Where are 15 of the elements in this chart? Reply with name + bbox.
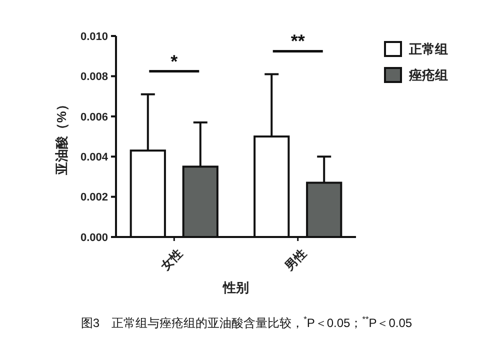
caption: 图3 正常组与痤疮组的亚油酸含量比较，$^{*}$P＜0.05；$^{**}$P＜0.05 [80,314,412,330]
y-tick-label: 0.008 [80,71,108,84]
x-tick-label: 男性 [281,246,309,274]
y-tick-label: 0.006 [80,111,108,124]
annotation: * [170,51,178,72]
x-tick-label: 女性 [158,246,186,274]
legend-label: 正常组 [408,42,448,57]
y-tick-label: 0.004 [80,151,109,164]
legend-label: 痤疮组 [408,68,448,83]
y-tick-label: 0.000 [80,232,108,244]
y-tick-label: 0.002 [80,192,108,204]
y-tick-label: 0.010 [80,30,108,43]
annotation: ** [290,31,305,52]
y-axis-title: 亚油酸（%） [54,98,69,176]
x-axis-title: 性别 [222,280,249,295]
